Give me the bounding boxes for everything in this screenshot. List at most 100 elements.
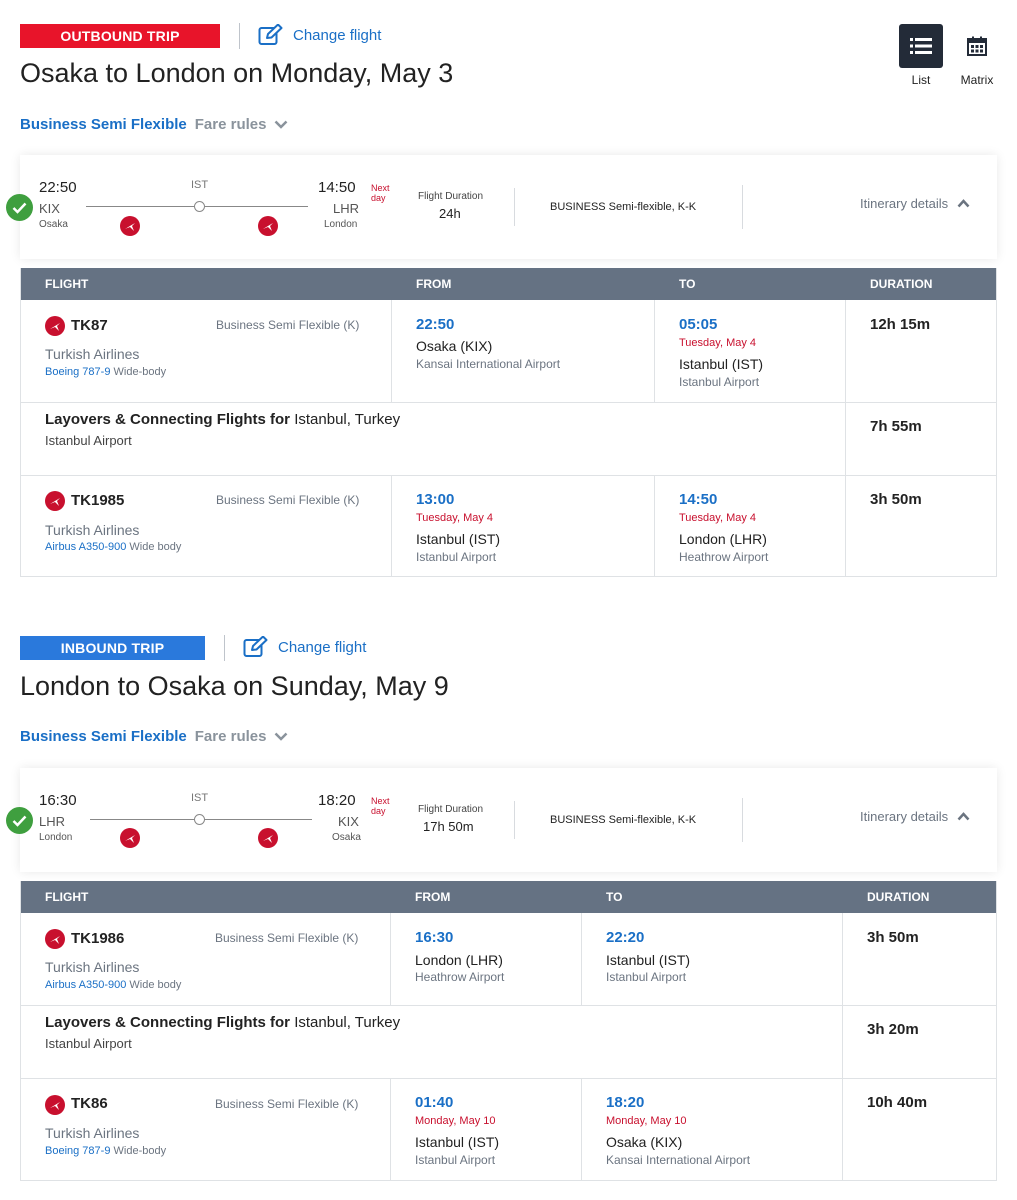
layover-title: Layovers & Connecting Flights for Istanb… [45, 411, 400, 428]
inbound-fare-row: Business Semi Flexible Fare rules [20, 728, 288, 745]
aircraft-model-link[interactable]: Boeing 787-9 [45, 1145, 111, 1157]
segment-duration: 3h 50m [867, 929, 919, 946]
departure-code: LHR [39, 814, 66, 829]
stop-dot [194, 201, 205, 212]
table-row: TK1985 Business Semi Flexible (K) Turkis… [21, 475, 996, 576]
airline-name: Turkish Airlines [45, 522, 140, 538]
layover-place: Istanbul, Turkey [294, 1014, 401, 1031]
chevron-down-icon[interactable] [274, 732, 288, 741]
table-header: FLIGHT FROM TO DURATION [21, 268, 996, 300]
layover-title: Layovers & Connecting Flights for Istanb… [45, 1014, 400, 1031]
fare-rules-link[interactable]: Fare rules [194, 116, 267, 133]
fare-class: Business Semi Flexible (K) [215, 1097, 359, 1111]
fare-rules-link[interactable]: Fare rules [194, 728, 267, 745]
cabin-class: BUSINESS Semi-flexible, K-K [550, 201, 697, 213]
edit-icon [258, 24, 283, 45]
flight-duration-label: Flight Duration [418, 191, 484, 202]
from-city: Istanbul (IST) [415, 1134, 500, 1150]
itinerary-details-label: Itinerary details [860, 196, 949, 211]
column-divider [581, 1079, 582, 1180]
aircraft: Boeing 787-9 Wide-body [45, 1145, 166, 1157]
table-row: TK86 Business Semi Flexible (K) Turkish … [21, 1078, 996, 1180]
chevron-up-icon [957, 812, 970, 821]
flight-number: TK86 [71, 1095, 108, 1112]
layover-airport: Istanbul Airport [45, 433, 132, 448]
layover-row: Layovers & Connecting Flights for Istanb… [21, 1005, 996, 1079]
turkish-airlines-logo-icon [45, 929, 65, 949]
to-airport: Kansai International Airport [606, 1153, 751, 1167]
inbound-trip-title: London to Osaka on Sunday, May 9 [20, 671, 449, 701]
from-city: Istanbul (IST) [416, 531, 501, 547]
col-duration: DURATION [867, 890, 930, 904]
stopover-code: IST [191, 792, 209, 804]
from-airport: Istanbul Airport [416, 550, 497, 564]
aircraft: Boeing 787-9 Wide-body [45, 366, 166, 378]
next-day-text: Next [371, 183, 390, 193]
list-view-button[interactable] [899, 24, 943, 68]
column-divider [654, 300, 655, 403]
to-date: Monday, May 10 [606, 1115, 687, 1127]
divider [239, 23, 240, 49]
outbound-change-flight-link[interactable]: Change flight [258, 24, 381, 46]
layover-duration: 7h 55m [870, 418, 922, 435]
aircraft: Airbus A350-900 Wide body [45, 979, 181, 991]
layover-duration: 3h 20m [867, 1021, 919, 1038]
from-city: London (LHR) [415, 952, 503, 968]
to-city: London (LHR) [679, 531, 767, 547]
from-date: Tuesday, May 4 [416, 512, 494, 524]
outbound-flight-summary[interactable]: 22:50 KIX Osaka IST 14:50 Next day LHR L… [6, 155, 997, 259]
column-divider [581, 913, 582, 1006]
to-airport: Istanbul Airport [679, 375, 760, 389]
divider [742, 185, 743, 229]
edit-icon [243, 636, 268, 657]
inbound-itinerary-table: FLIGHT FROM TO DURATION TK1986 Business … [20, 881, 997, 1181]
divider [514, 188, 515, 226]
outbound-itinerary-table: FLIGHT FROM TO DURATION TK87 Business Se… [20, 268, 997, 577]
itinerary-details-label: Itinerary details [860, 809, 949, 824]
turkish-airlines-logo-icon [45, 316, 65, 336]
flight-number: TK1986 [71, 930, 125, 947]
airline-name: Turkish Airlines [45, 1125, 140, 1141]
matrix-view-button[interactable] [955, 24, 999, 68]
itinerary-details-toggle[interactable]: Itinerary details [860, 196, 970, 211]
aircraft-model-link[interactable]: Airbus A350-900 [45, 979, 127, 991]
segment-duration: 12h 15m [870, 316, 931, 333]
change-flight-label: Change flight [278, 638, 367, 656]
outbound-trip-badge: OUTBOUND TRIP [20, 24, 220, 48]
aircraft-model-link[interactable]: Airbus A350-900 [45, 541, 127, 553]
from-time: 16:30 [415, 929, 454, 946]
aircraft-type: Wide body [129, 541, 182, 553]
turkish-airlines-logo-icon [45, 491, 65, 511]
stop-dot [194, 814, 205, 825]
turkish-airlines-logo-icon [258, 216, 278, 236]
fare-class: Business Semi Flexible (K) [215, 931, 359, 945]
chevron-down-icon[interactable] [274, 120, 288, 129]
to-time: 14:50 [679, 491, 718, 508]
to-date: Tuesday, May 4 [679, 512, 757, 524]
itinerary-details-toggle[interactable]: Itinerary details [860, 809, 970, 824]
layover-airport: Istanbul Airport [45, 1036, 132, 1051]
next-day-note: Next day [371, 183, 390, 203]
from-time: 13:00 [416, 491, 455, 508]
fare-name: Business Semi Flexible [20, 116, 187, 133]
from-airport: Istanbul Airport [415, 1153, 496, 1167]
airline-name: Turkish Airlines [45, 959, 140, 975]
to-airport: Istanbul Airport [606, 970, 687, 984]
arrival-city: Osaka [332, 832, 361, 843]
turkish-airlines-logo-icon [45, 1095, 65, 1115]
flight-duration-label: Flight Duration [418, 804, 484, 815]
aircraft-model-link[interactable]: Boeing 787-9 [45, 366, 111, 378]
outbound-trip-title: Osaka to London on Monday, May 3 [20, 58, 454, 88]
aircraft-type: Wide body [129, 979, 182, 991]
column-divider [842, 913, 843, 1006]
arrival-time: 14:50 [318, 179, 356, 196]
inbound-change-flight-link[interactable]: Change flight [243, 636, 366, 658]
list-icon [910, 38, 932, 54]
departure-code: KIX [39, 201, 60, 216]
inbound-flight-summary[interactable]: 16:30 LHR London IST 18:20 Next day KIX … [6, 768, 997, 872]
column-divider [845, 403, 846, 475]
from-airport: Heathrow Airport [415, 970, 505, 984]
aircraft-type: Wide-body [113, 366, 167, 378]
turkish-airlines-logo-icon [120, 216, 140, 236]
from-time: 22:50 [416, 316, 455, 333]
